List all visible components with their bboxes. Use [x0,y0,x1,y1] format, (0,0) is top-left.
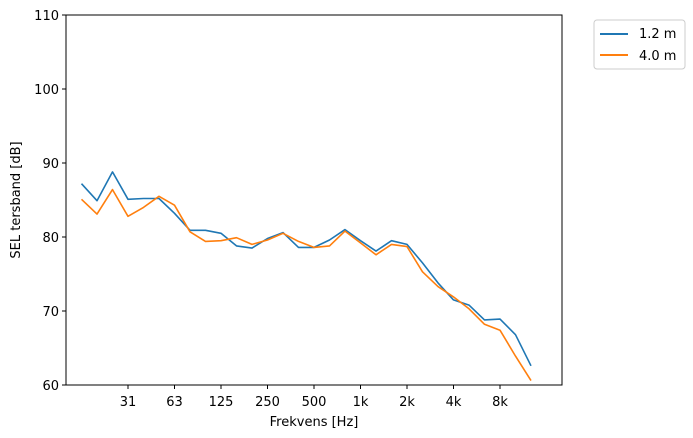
x-axis: 31 63 125 250 500 1k 2k 4k 8k [120,385,508,410]
y-tick-label: 80 [42,231,59,246]
y-axis-label: SEL tersband [dB] [9,141,24,258]
y-tick-label: 70 [42,305,59,320]
x-axis-label: Frekvens [Hz] [270,415,359,430]
x-tick-label: 8k [492,395,508,410]
y-tick-label: 110 [34,9,59,24]
x-tick-label: 1k [353,395,369,410]
plot-area [66,15,562,385]
series-layer [80,171,532,382]
x-tick-label: 4k [446,395,462,410]
y-tick-label: 90 [42,157,59,172]
x-tick-label: 31 [120,395,137,410]
x-tick-label: 63 [166,395,183,410]
x-tick-label: 2k [399,395,415,410]
x-tick-label: 125 [209,395,234,410]
y-tick-label: 100 [34,83,59,98]
legend-label-1-2m: 1.2 m [639,27,676,42]
series-line-4-0-m [80,188,532,382]
legend: 1.2 m 4.0 m [593,19,686,70]
y-axis: 60 70 80 90 100 110 [34,9,66,394]
legend-frame [593,19,686,70]
x-tick-label: 250 [255,395,280,410]
x-tick-label: 500 [302,395,327,410]
legend-label-4-0m: 4.0 m [639,49,676,64]
y-tick-label: 60 [42,379,59,394]
